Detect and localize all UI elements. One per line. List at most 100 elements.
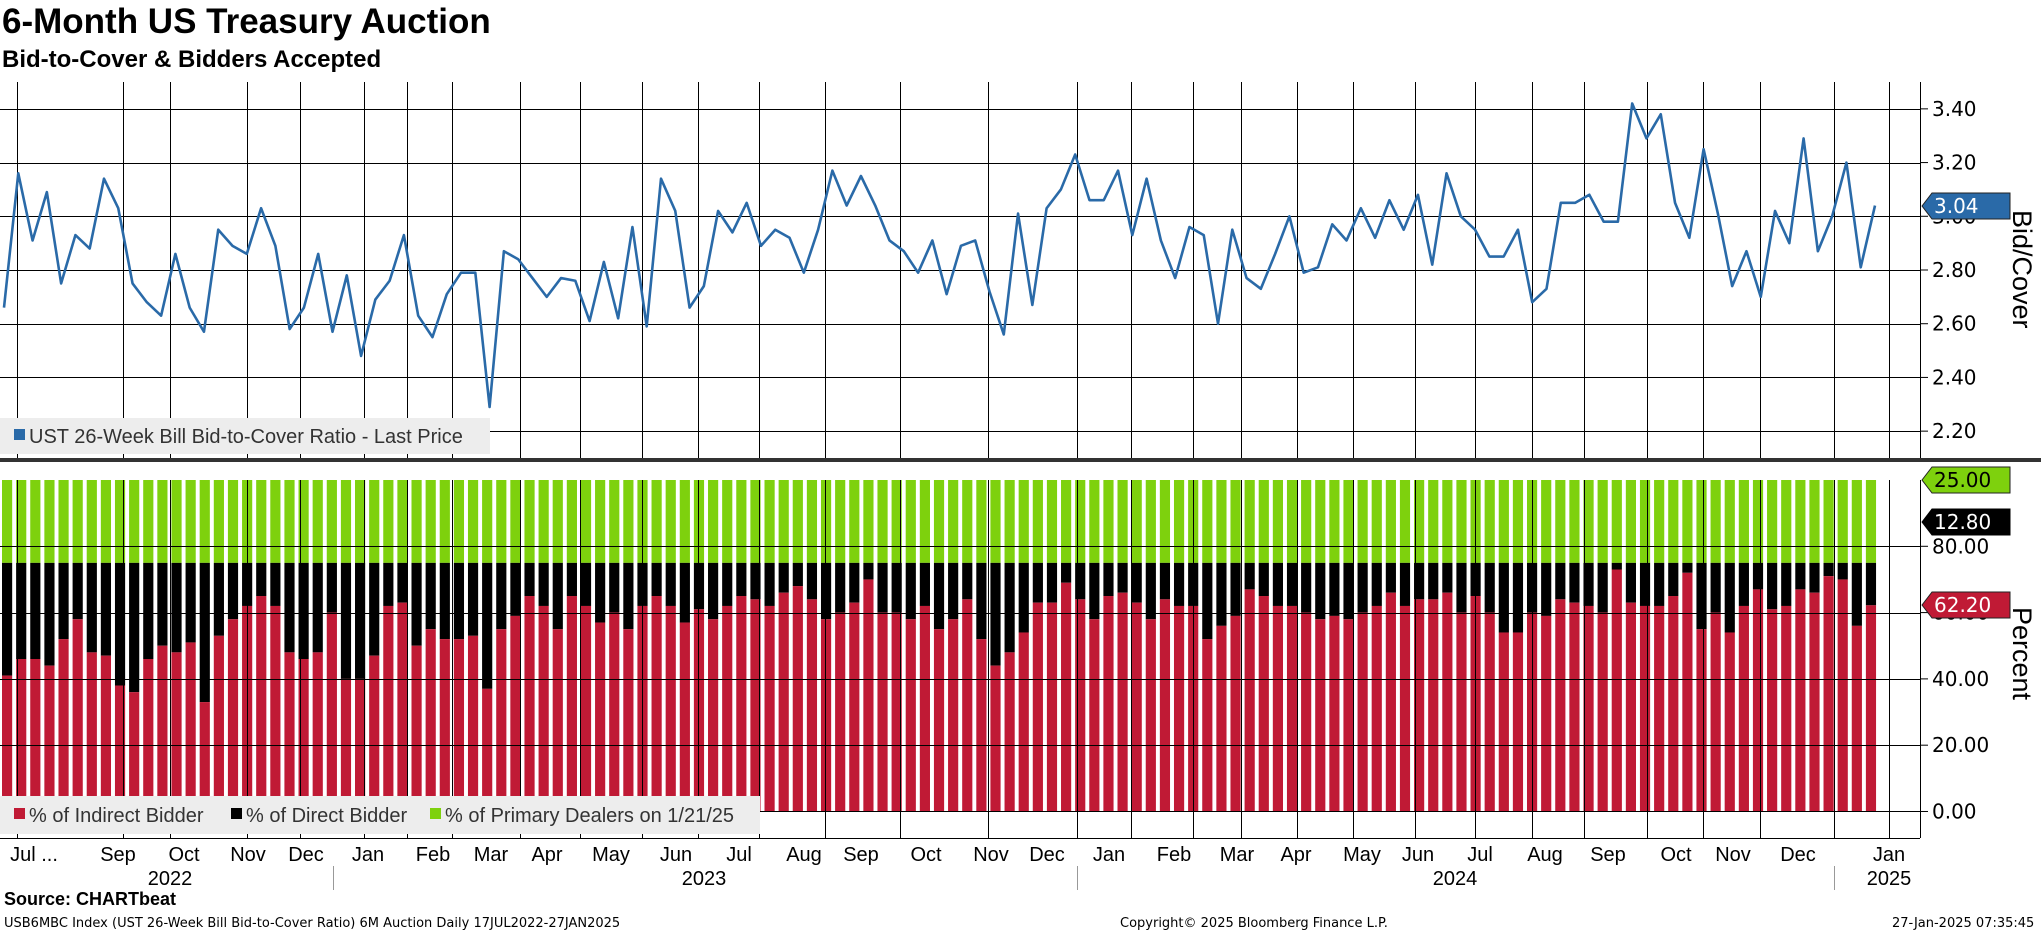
bar-primary-dealers bbox=[1258, 480, 1269, 563]
bar-primary-dealers bbox=[948, 480, 959, 563]
bar-direct-bidder bbox=[1752, 562, 1764, 590]
bar-direct-bidder bbox=[227, 562, 239, 620]
bar-primary-dealers bbox=[1823, 480, 1834, 563]
bar-direct-bidder bbox=[1456, 562, 1467, 613]
bar-primary-dealers bbox=[1668, 480, 1679, 563]
x-tick-month: Feb bbox=[1157, 844, 1191, 866]
bar-primary-dealers bbox=[1569, 480, 1580, 563]
bar-indirect-bidder bbox=[962, 599, 973, 812]
bar-direct-bidder bbox=[114, 562, 126, 686]
x-tick-month: Jul bbox=[726, 844, 752, 866]
bar-indirect-bidder bbox=[665, 605, 676, 812]
bar-direct-bidder bbox=[679, 562, 690, 623]
bar-indirect-bidder bbox=[1202, 639, 1213, 812]
bar-indirect-bidder bbox=[1442, 592, 1453, 812]
bar-primary-dealers bbox=[806, 480, 818, 563]
bar-indirect-bidder bbox=[510, 615, 521, 812]
bar-indirect-bidder bbox=[157, 645, 168, 812]
bar-indirect-bidder bbox=[1230, 615, 1241, 812]
bar-indirect-bidder bbox=[1625, 602, 1636, 812]
bar-primary-dealers bbox=[1399, 480, 1411, 563]
bar-direct-bidder bbox=[1414, 562, 1425, 600]
bar-indirect-bidder bbox=[1823, 576, 1834, 812]
bar-primary-dealers bbox=[1738, 480, 1749, 563]
bar-indirect-bidder bbox=[919, 605, 930, 812]
bar-direct-bidder bbox=[665, 562, 676, 606]
x-tick-month: Jan bbox=[352, 844, 384, 866]
bar-direct-bidder bbox=[1343, 562, 1354, 620]
bar-indirect-bidder bbox=[227, 619, 239, 812]
bar-primary-dealers bbox=[1018, 480, 1029, 563]
bar-indirect-bidder bbox=[185, 642, 196, 812]
bar-indirect-bidder bbox=[1343, 619, 1354, 812]
last-value-tag-bidcover: 3.04 bbox=[1921, 192, 2011, 220]
ytick-label-top: 2.20 bbox=[1932, 419, 1977, 443]
bar-indirect-bidder bbox=[439, 639, 450, 812]
bar-direct-bidder bbox=[1767, 562, 1778, 610]
bar-primary-dealers bbox=[369, 480, 380, 563]
bar-direct-bidder bbox=[623, 562, 634, 630]
bar-primary-dealers bbox=[679, 480, 690, 563]
bar-primary-dealers bbox=[1103, 480, 1114, 563]
bar-primary-dealers bbox=[1639, 480, 1651, 563]
bar-primary-dealers bbox=[312, 480, 323, 563]
bar-primary-dealers bbox=[100, 480, 112, 563]
bar-primary-dealers bbox=[284, 480, 295, 563]
bar-direct-bidder bbox=[284, 562, 295, 653]
bar-indirect-bidder bbox=[849, 602, 860, 812]
bar-indirect-bidder bbox=[651, 596, 662, 812]
bar-primary-dealers bbox=[411, 480, 422, 563]
x-tick-month: Mar bbox=[474, 844, 509, 866]
bar-direct-bidder bbox=[355, 562, 366, 679]
bar-direct-bidder bbox=[820, 562, 832, 620]
bar-direct-bidder bbox=[1809, 562, 1820, 593]
bar-primary-dealers bbox=[1202, 480, 1213, 563]
bar-indirect-bidder bbox=[58, 639, 69, 812]
ytick-label-bottom: 40.00 bbox=[1932, 667, 1989, 691]
bar-indirect-bidder bbox=[1837, 579, 1848, 812]
bar-primary-dealers bbox=[44, 480, 55, 563]
bar-primary-dealers bbox=[1851, 480, 1862, 563]
bar-direct-bidder bbox=[1795, 562, 1806, 590]
bar-direct-bidder bbox=[1696, 562, 1707, 630]
bar-primary-dealers bbox=[1173, 480, 1185, 563]
bar-indirect-bidder bbox=[100, 655, 112, 812]
bar-direct-bidder bbox=[1484, 562, 1495, 613]
bar-primary-dealers bbox=[1767, 480, 1778, 563]
bar-primary-dealers bbox=[1865, 480, 1877, 563]
bar-indirect-bidder bbox=[1809, 592, 1820, 812]
bar-primary-dealers bbox=[2, 480, 13, 563]
bar-direct-bidder bbox=[750, 562, 761, 600]
legend-label-direct: % of Direct Bidder bbox=[246, 805, 408, 827]
bar-primary-dealers bbox=[1456, 480, 1467, 563]
bar-direct-bidder bbox=[1823, 562, 1834, 577]
bar-indirect-bidder bbox=[764, 605, 775, 812]
bar-indirect-bidder bbox=[1286, 605, 1298, 812]
y-axis-title-top: Bid/Cover bbox=[2007, 210, 2037, 329]
ytick-label-bottom: 80.00 bbox=[1932, 534, 1989, 558]
bar-direct-bidder bbox=[708, 562, 719, 620]
bar-indirect-bidder bbox=[1173, 605, 1185, 812]
bar-indirect-bidder bbox=[1484, 612, 1495, 812]
bar-primary-dealers bbox=[1145, 480, 1156, 563]
x-tick-month: Mar bbox=[1220, 844, 1255, 866]
x-tick-month: Oct bbox=[1660, 844, 1692, 866]
bar-indirect-bidder bbox=[1456, 612, 1467, 812]
bar-direct-bidder bbox=[1569, 562, 1580, 603]
bar-indirect-bidder bbox=[1428, 599, 1439, 812]
bar-indirect-bidder bbox=[1159, 599, 1171, 812]
panel-divider bbox=[0, 458, 2041, 462]
bar-indirect-bidder bbox=[16, 659, 27, 812]
x-tick-month: Feb bbox=[416, 844, 450, 866]
bar-indirect-bidder bbox=[750, 599, 761, 812]
x-tick-month: Jan bbox=[1093, 844, 1125, 866]
bar-indirect-bidder bbox=[806, 599, 818, 812]
bar-primary-dealers bbox=[397, 480, 408, 563]
bar-direct-bidder bbox=[1385, 562, 1396, 593]
bar-primary-dealers bbox=[1089, 480, 1100, 563]
bar-primary-dealers bbox=[143, 480, 154, 563]
bar-primary-dealers bbox=[1343, 480, 1354, 563]
bar-primary-dealers bbox=[1442, 480, 1453, 563]
bar-indirect-bidder bbox=[312, 652, 323, 812]
